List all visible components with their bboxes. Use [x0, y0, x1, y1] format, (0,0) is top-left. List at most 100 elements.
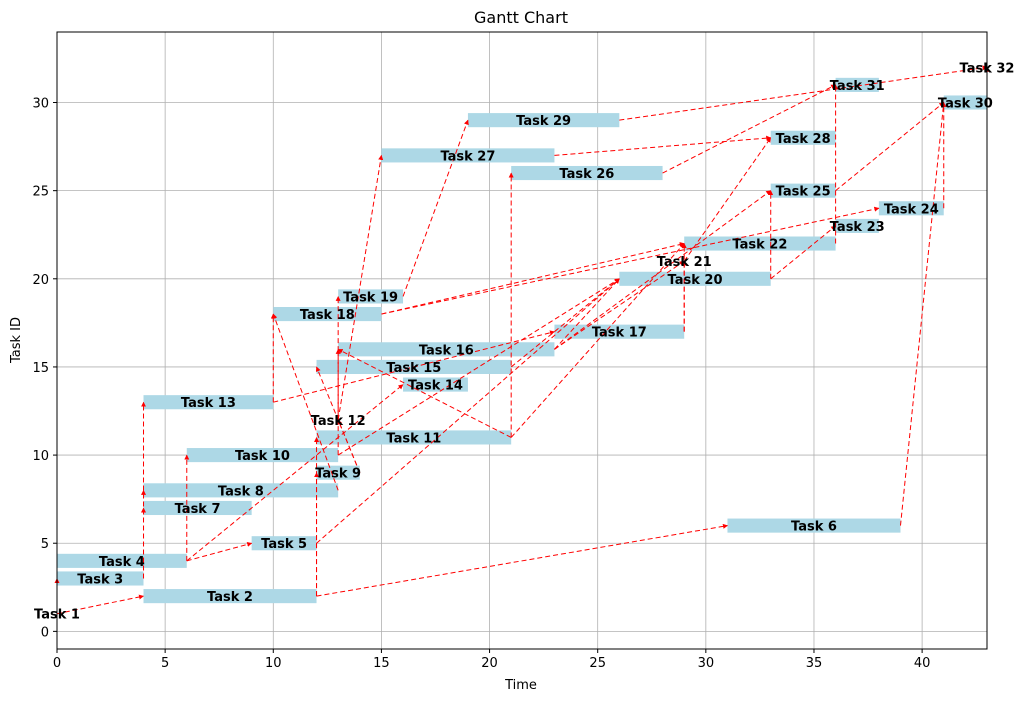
task-bar	[143, 395, 274, 410]
dependency-arrow	[337, 154, 384, 420]
dependency-arrow	[316, 278, 620, 544]
y-tick-label: 30	[32, 97, 49, 112]
task-label: Task 13	[181, 396, 236, 411]
x-tick-label: 30	[698, 656, 715, 671]
task-label: Task 29	[516, 114, 571, 129]
task-bar	[511, 165, 663, 181]
task-label: Task 30	[938, 97, 993, 112]
task-bar	[186, 448, 339, 463]
task-bar	[381, 148, 555, 163]
task-bar	[338, 342, 555, 357]
dependency-arrow	[402, 119, 469, 297]
task-label: Task 7	[175, 502, 221, 517]
y-tick-label: 20	[32, 273, 49, 288]
task-label: Task 26	[559, 167, 614, 182]
dependency-arrow	[186, 384, 404, 562]
task-label: Task 19	[343, 290, 398, 305]
dependency-arrow	[554, 190, 772, 350]
x-tick-label: 15	[373, 656, 390, 671]
dependency-arrow	[381, 206, 880, 315]
dependency-arrow	[510, 278, 620, 368]
task-bar	[316, 430, 512, 445]
task-label: Task 23	[830, 220, 885, 235]
y-tick-label: 0	[41, 625, 49, 640]
dependency-arrow	[381, 242, 685, 315]
task-bar	[57, 553, 187, 568]
task-bars	[57, 77, 987, 604]
task-label: Task 5	[261, 537, 307, 552]
task-label: Task 15	[386, 361, 441, 376]
task-bar	[467, 113, 620, 128]
task-label: Task 12	[311, 414, 366, 429]
task-bar	[316, 465, 360, 480]
y-tick-label: 5	[41, 537, 49, 552]
x-axis-label: Time	[504, 678, 537, 693]
task-label: Task 18	[300, 308, 355, 323]
task-bar	[835, 77, 879, 92]
task-bar	[770, 130, 836, 145]
dependency-arrow	[337, 278, 620, 456]
y-axis-ticks: 0 5 10 15 20 25 30	[32, 97, 57, 640]
dependency-arrow	[770, 225, 836, 280]
task-label: Task 27	[440, 149, 495, 164]
task-label: Task 31	[830, 79, 885, 94]
y-axis-label: Task ID	[9, 317, 24, 364]
task-label: Task 14	[408, 379, 463, 394]
task-bar	[273, 307, 382, 322]
y-tick-label: 10	[32, 449, 49, 464]
dependency-arrow	[899, 102, 946, 526]
x-tick-label: 25	[589, 656, 606, 671]
dependency-arrows	[54, 65, 990, 615]
task-label: Task 21	[657, 255, 712, 270]
x-tick-label: 0	[53, 656, 61, 671]
x-tick-label: 5	[161, 656, 169, 671]
task-bar	[684, 236, 836, 251]
task-bar	[57, 571, 144, 586]
task-label: Task 16	[419, 343, 474, 358]
dependency-arrow	[316, 523, 728, 597]
dependency-arrow	[273, 330, 555, 403]
task-label: Task 17	[592, 326, 647, 341]
task-bar	[143, 500, 252, 516]
dependency-arrow	[554, 135, 772, 156]
x-axis-ticks: 0 5 10 15 20 25 30 35 40	[53, 649, 931, 671]
dependency-arrow	[337, 348, 512, 438]
task-label: Task 2	[207, 590, 253, 605]
y-tick-label: 15	[32, 361, 49, 376]
dependency-arrow	[554, 260, 685, 350]
dependency-arrow	[619, 65, 988, 121]
task-label: Task 10	[235, 449, 290, 464]
task-label: Task 28	[776, 132, 831, 147]
task-bar	[251, 536, 317, 551]
task-bar	[727, 518, 901, 533]
plot-frame	[56, 31, 988, 650]
task-label: Task 25	[776, 185, 831, 200]
task-bar	[403, 377, 468, 392]
task-label: Task 4	[99, 555, 145, 570]
dependency-arrow	[835, 102, 945, 192]
x-tick-label: 35	[806, 656, 823, 671]
task-bar	[554, 324, 685, 339]
x-tick-label: 40	[914, 656, 931, 671]
dependency-arrow	[272, 313, 339, 491]
task-bar	[143, 589, 317, 604]
chart-title: Gantt Chart	[474, 8, 568, 27]
y-tick-label: 25	[32, 185, 49, 200]
task-label: Task 20	[668, 273, 723, 288]
x-tick-label: 10	[265, 656, 282, 671]
task-bar	[619, 271, 771, 286]
task-label: Task 24	[884, 202, 939, 217]
task-label: Task 11	[386, 431, 441, 446]
task-label: Task 8	[218, 484, 264, 499]
dependency-arrow	[662, 84, 837, 174]
task-bar	[143, 483, 339, 498]
task-bar	[943, 95, 987, 110]
task-label: Task 3	[77, 572, 123, 587]
dependency-arrow	[186, 541, 253, 562]
dependency-arrow	[683, 137, 772, 262]
task-label: Task 22	[732, 238, 787, 253]
dependency-arrow	[56, 594, 145, 615]
task-bar	[770, 183, 836, 198]
